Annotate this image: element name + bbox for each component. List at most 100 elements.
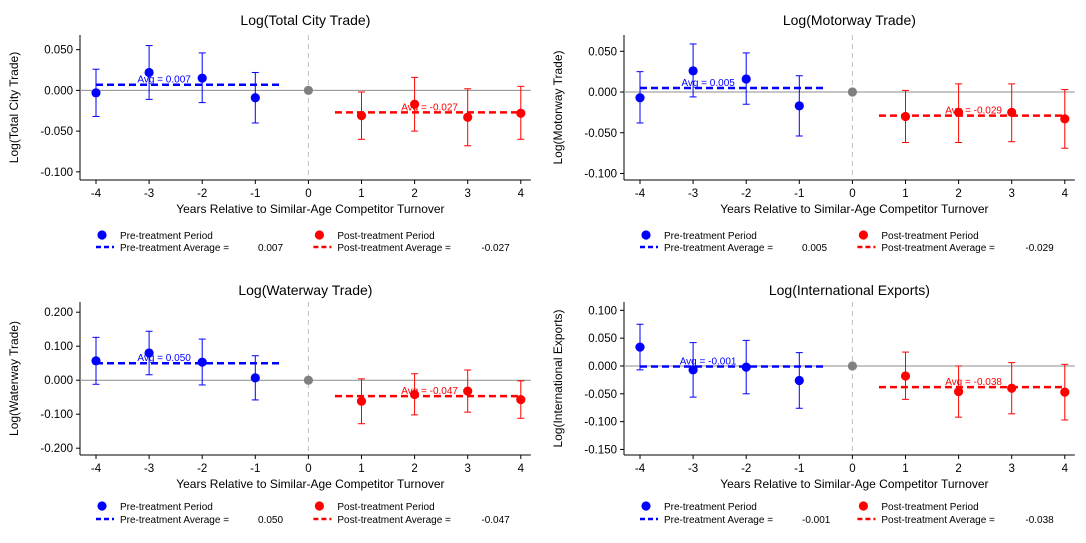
legend-pre-marker [641,230,651,240]
x-tick-label: 0 [305,463,311,475]
x-axis-label: Years Relative to Similar-Age Competitor… [720,477,988,491]
pre-treatment-point [635,342,645,352]
legend-post-label: Post-treatment Period [337,231,434,242]
y-tick-label: -0.150 [584,444,617,456]
y-axis-label: Log(Waterway Trade) [7,321,21,436]
pre-treatment-point [794,101,804,111]
legend-post-average-label: Post-treatment Average = [881,515,995,526]
legend-pre-label: Pre-treatment Period [664,231,757,242]
legend-post-marker [858,230,869,240]
pre-treatment-point [794,375,804,386]
y-tick-label: -0.100 [40,409,73,421]
y-tick-label: -0.100 [584,168,617,180]
y-tick-label: -0.100 [584,417,617,429]
pre-treatment-point [197,73,207,83]
legend-post-label: Post-treatment Period [881,502,978,513]
post-treatment-point [900,371,911,381]
post-treatment-point [516,108,526,118]
legend-post-average-label: Post-treatment Average = [337,515,451,526]
x-tick-label: -3 [688,463,698,475]
x-tick-label: 2 [955,188,961,200]
panel-2: Log(Motorway Trade) 0.050 0.000 -0.050 -0.10… [551,12,1075,254]
y-tick-label: 0.000 [588,87,617,99]
panel-title: Log(Motorway Trade) [783,12,916,28]
pre-treatment-point [250,93,260,103]
pre-treatment-point [635,93,645,103]
x-tick-label: -4 [91,463,102,475]
y-tick-label: -0.050 [584,389,617,401]
pre-average-annotation: Avg = 0.007 [137,75,191,86]
pre-treatment-point [688,66,698,76]
y-tick-label: -0.200 [40,443,73,455]
post-average-annotation: Avg = -0.047 [401,386,458,397]
post-treatment-point [1060,387,1070,397]
legend-post-label: Post-treatment Period [881,231,978,242]
pre-treatment-point [144,67,154,78]
post-treatment-point [356,111,367,121]
pre-treatment-point [91,356,101,366]
y-axis-label: Log(International Exports) [551,309,565,447]
reference-point [847,87,858,97]
x-tick-label: -3 [144,463,154,475]
y-tick-label: 0.050 [588,46,617,58]
pre-average-annotation: Avg = 0.005 [681,78,735,89]
panel-title: Log(Total City Trade) [240,12,370,28]
x-tick-label: 4 [518,188,525,200]
legend: Pre-treatment Period Post-treatment Perio… [640,501,1054,526]
pre-treatment-point [741,362,751,372]
post-treatment-point [516,394,526,405]
legend-post-marker [314,501,324,511]
y-tick-label: 0.100 [44,341,73,353]
post-treatment-point [900,111,911,122]
x-tick-label: 0 [849,188,855,200]
post-average-annotation: Avg = -0.029 [945,106,1002,117]
x-tick-label: 4 [1062,188,1069,200]
legend-post-average-value: -0.047 [481,515,510,526]
legend-pre-marker [97,230,107,240]
y-tick-label: -0.100 [40,167,73,179]
y-axis-label: Log(Total City Trade) [7,52,21,163]
legend-post-average-value: -0.038 [1025,515,1054,526]
x-tick-label: -1 [794,463,804,475]
x-tick-label: -1 [250,188,260,200]
pre-treatment-point [741,74,751,84]
legend-pre-average-value: 0.050 [258,515,283,526]
x-tick-label: -4 [635,188,646,200]
x-tick-label: 0 [849,463,855,475]
x-tick-label: -2 [197,463,207,475]
post-treatment-point [410,389,420,400]
x-tick-label: -3 [688,188,698,200]
panel-1: Log(Total City Trade) 0.050 0.000 -0.050 -0.… [7,12,531,254]
x-tick-label: 4 [518,463,525,475]
x-tick-label: -2 [741,188,751,200]
pre-treatment-point [688,365,698,375]
legend: Pre-treatment Period Post-treatment Perio… [96,230,510,254]
legend-pre-average-value: 0.005 [802,243,827,254]
panel-3: Log(Waterway Trade) 0.200 0.100 0.000 -0.100… [7,282,531,526]
legend-post-label: Post-treatment Period [337,502,434,513]
x-tick-label: 1 [902,188,908,200]
legend-pre-marker [97,501,107,511]
x-tick-label: 1 [358,463,364,475]
reference-point [303,85,313,95]
reference-point [303,375,313,385]
x-axis-label: Years Relative to Similar-Age Competitor… [720,202,988,216]
panel-4: Log(International Exports) 0.100 0.050 0.00… [551,282,1075,526]
y-tick-label: 0.200 [44,307,73,319]
post-treatment-point [1060,114,1070,124]
legend-pre-label: Pre-treatment Period [664,502,757,513]
x-tick-label: 3 [464,463,470,475]
y-tick-label: 0.100 [588,305,617,317]
post-average-annotation: Avg = -0.038 [945,377,1002,388]
x-tick-label: 3 [464,188,470,200]
panel-title: Log(Waterway Trade) [238,282,372,298]
legend-pre-label: Pre-treatment Period [120,502,213,513]
legend: Pre-treatment Period Post-treatment Perio… [96,501,510,526]
x-tick-label: 0 [305,188,311,200]
x-tick-label: 2 [411,188,417,200]
legend-pre-average-label: Pre-treatment Average = [120,243,229,254]
legend-pre-average-value: -0.001 [802,515,831,526]
post-treatment-point [463,112,473,122]
x-tick-label: -2 [741,463,751,475]
